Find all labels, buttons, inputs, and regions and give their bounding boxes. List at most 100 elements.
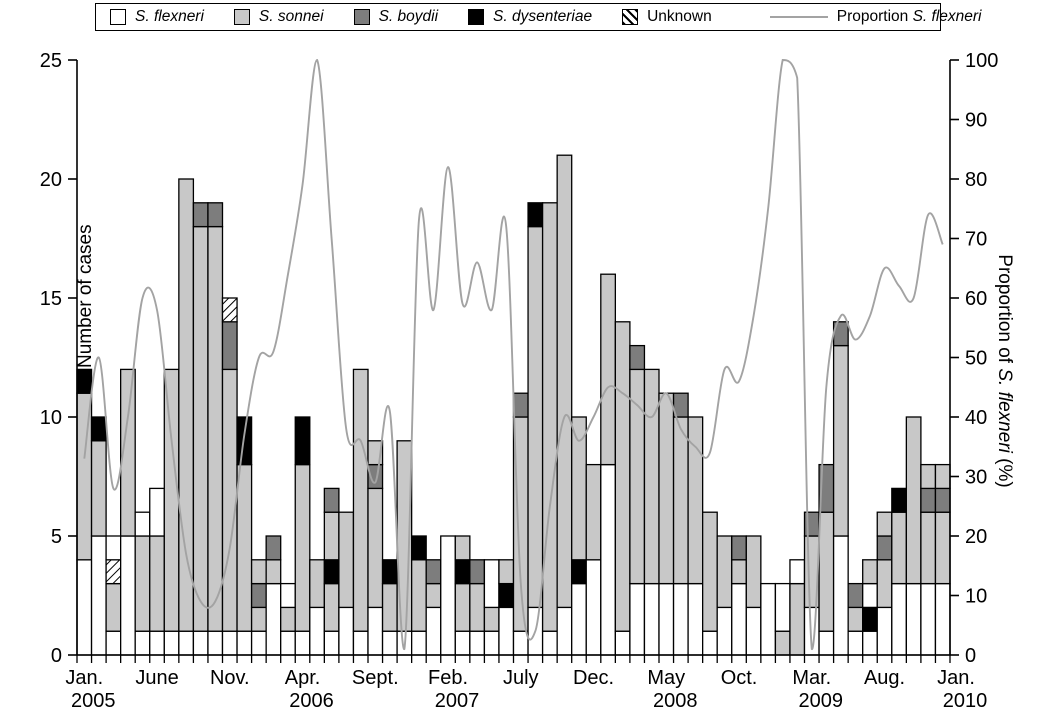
- bar-segment-boydii: [425, 559, 442, 585]
- bar-segment-boydii: [192, 202, 209, 228]
- bar-segment-dysenteriae: [527, 202, 544, 228]
- bar-segment-flexneri: [571, 582, 587, 656]
- bar-segment-flexneri: [891, 582, 907, 656]
- bar-segment-sonnei: [832, 344, 849, 537]
- bar-segment-sonnei: [541, 202, 558, 632]
- bar-aug-2007: [527, 202, 544, 656]
- bar-segment-flexneri: [498, 606, 515, 656]
- bar-segment-flexneri: [454, 630, 471, 656]
- bar-segment-sonnei: [309, 559, 325, 609]
- proportion-line-sample: [769, 16, 828, 18]
- bar-segment-sonnei: [716, 535, 733, 609]
- bar-oct-2009: [905, 416, 922, 656]
- bar-segment-sonnei: [891, 511, 907, 585]
- bar-segment-flexneri: [934, 582, 951, 656]
- bar-segment-flexneri: [643, 582, 660, 656]
- dysenteriae-swatch-icon: [468, 9, 485, 25]
- legend-item-sonnei: S. sonnei: [233, 8, 324, 26]
- x-month-label: Apr.: [285, 667, 321, 689]
- bar-segment-flexneri: [381, 630, 398, 656]
- legend-item-unknown: Unknown: [622, 8, 712, 26]
- bar-segment-flexneri: [818, 630, 835, 656]
- bar-segment-flexneri: [280, 582, 296, 609]
- bar-nov-2005: [221, 297, 238, 656]
- bar-sep-2008: [716, 535, 733, 656]
- left-tick-label: 10: [40, 407, 62, 429]
- bar-segment-sonnei: [120, 368, 136, 537]
- bar-segment-boydii: [731, 535, 747, 561]
- bar-segment-sonnei: [280, 606, 296, 632]
- bar-segment-sonnei: [920, 511, 937, 585]
- bar-segment-flexneri: [76, 559, 93, 656]
- bar-nov-2008: [745, 535, 762, 656]
- axes: 05101520250102030405060708090100Jan.2005…: [40, 50, 999, 712]
- bar-segment-flexneri: [541, 630, 558, 656]
- bar-segment-sonnei: [323, 511, 340, 561]
- bar-segment-sonnei: [483, 606, 500, 632]
- sonnei-swatch-icon: [233, 9, 250, 25]
- left-tick-label: 25: [40, 50, 62, 72]
- bar-segment-flexneri: [90, 535, 107, 656]
- right-tick-label: 20: [965, 526, 987, 548]
- bar-jan-2007: [425, 559, 442, 656]
- bar-oct-2006: [381, 559, 398, 656]
- right-tick-label: 10: [965, 586, 987, 608]
- bar-segment-flexneri: [483, 559, 500, 609]
- bar-feb-2005: [90, 416, 107, 656]
- bar-segment-sonnei: [498, 559, 515, 585]
- x-year-label: 2009: [799, 690, 844, 712]
- bar-segment-sonnei: [410, 559, 427, 632]
- bar-segment-sonnei: [469, 582, 486, 632]
- bar-segment-flexneri: [309, 606, 325, 656]
- bar-segment-sonnei: [250, 559, 267, 585]
- bar-segment-flexneri: [178, 630, 195, 656]
- bar-segment-boydii: [221, 321, 238, 371]
- bar-segment-flexneri: [149, 487, 165, 537]
- bar-jul-2005: [163, 368, 180, 656]
- bar-aug-2005: [178, 178, 195, 656]
- bar-segment-boydii: [250, 582, 267, 609]
- bar-segment-sonnei: [367, 487, 384, 609]
- bar-segment-sonnei: [556, 154, 573, 609]
- bar-oct-2008: [731, 535, 747, 656]
- bar-dec-2006: [410, 535, 427, 656]
- bar-segment-boydii: [629, 344, 646, 371]
- bar-segment-flexneri: [250, 630, 267, 656]
- bar-segment-sonnei: [905, 416, 922, 585]
- bar-segment-dysenteriae: [381, 559, 398, 585]
- right-tick-label: 100: [965, 50, 998, 72]
- bar-segment-boydii: [934, 487, 951, 513]
- legend-label-line: Proportion S. flexneri: [836, 8, 982, 25]
- bar-oct-2005: [207, 202, 224, 656]
- x-year-label: 2008: [653, 690, 698, 712]
- proportion-line: [83, 59, 944, 650]
- bar-segment-sonnei: [381, 582, 398, 632]
- x-month-label: Jan.: [937, 667, 975, 689]
- bar-segment-sonnei: [658, 392, 675, 585]
- bar-segment-flexneri: [658, 582, 675, 656]
- bar-segment-boydii: [323, 487, 340, 513]
- unknown-swatch-icon: [622, 9, 639, 25]
- bar-segment-sonnei: [862, 559, 878, 585]
- right-axis-title-species: S. flexneri: [994, 368, 1015, 453]
- bar-segment-dysenteriae: [294, 416, 311, 466]
- bar-segment-flexneri: [876, 606, 893, 656]
- bar-aug-2008: [702, 511, 718, 656]
- bar-segment-flexneri: [789, 559, 806, 585]
- bar-segment-flexneri: [920, 582, 937, 656]
- bar-apr-2009: [818, 463, 835, 656]
- bar-dec-2009: [934, 463, 951, 656]
- bar-segment-flexneri: [294, 630, 311, 656]
- bar-segment-dysenteriae: [862, 606, 878, 632]
- bar-may-2006: [309, 559, 325, 656]
- legend-label-unknown: Unknown: [647, 8, 712, 25]
- bar-feb-2009: [789, 559, 806, 656]
- x-year-label: 2006: [289, 690, 334, 712]
- x-month-label: July: [503, 667, 539, 689]
- bar-segment-flexneri: [120, 535, 136, 656]
- bar-mar-2005: [105, 535, 122, 656]
- bar-segment-flexneri: [760, 582, 777, 656]
- bar-segment-flexneri: [207, 630, 224, 656]
- bar-segment-boydii: [672, 392, 689, 418]
